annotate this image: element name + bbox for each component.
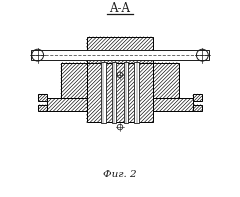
- Bar: [154, 98, 193, 111]
- Bar: [31, 50, 209, 60]
- Bar: [86, 63, 154, 122]
- Bar: [134, 62, 139, 123]
- Bar: [193, 94, 202, 101]
- Bar: [124, 62, 128, 123]
- Bar: [112, 62, 116, 123]
- Bar: [38, 94, 47, 101]
- Bar: [101, 62, 106, 123]
- Bar: [193, 105, 202, 111]
- Bar: [154, 63, 179, 98]
- Text: Фиг. 2: Фиг. 2: [103, 170, 137, 179]
- Bar: [38, 105, 47, 111]
- Text: A-A: A-A: [109, 2, 131, 15]
- Bar: [61, 63, 86, 98]
- Bar: [47, 98, 86, 111]
- Bar: [86, 37, 154, 63]
